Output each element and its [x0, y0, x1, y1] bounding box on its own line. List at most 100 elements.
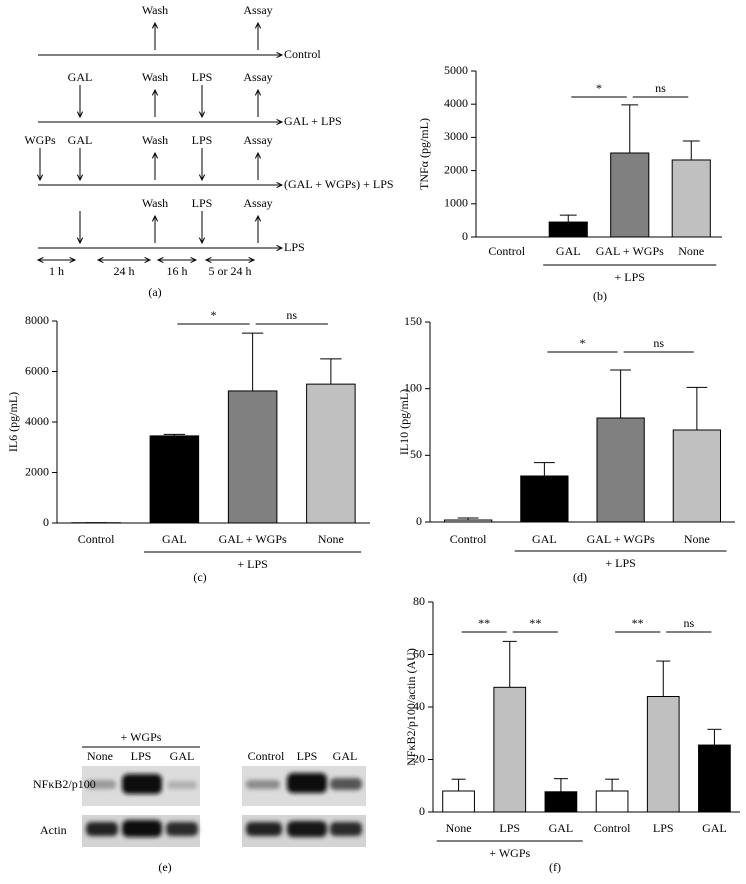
- interval-arrow-head: [190, 256, 198, 264]
- y-tick-label: 6000: [25, 363, 49, 377]
- bar: [227, 390, 278, 524]
- row-label: Actin: [40, 823, 67, 837]
- interval-arrow-head: [248, 256, 256, 264]
- group-label: + WGPs: [121, 730, 162, 744]
- x-tick-label: GAL: [532, 532, 557, 546]
- panel-label: (f): [549, 860, 561, 874]
- significance-label: ns: [655, 81, 666, 95]
- y-tick-label: 8000: [25, 313, 49, 327]
- bar: [544, 791, 578, 813]
- event-label: Assay: [243, 3, 272, 17]
- x-tick-label: GAL: [556, 244, 581, 258]
- event-label: LPS: [192, 196, 213, 210]
- event-arrow-head: [198, 111, 206, 119]
- x-tick-label: None: [318, 532, 344, 546]
- interval-arrow-head: [96, 256, 104, 264]
- y-tick-label: 1000: [444, 196, 468, 210]
- event-label: GAL: [68, 133, 93, 147]
- row-label: (GAL + WGPs) + LPS: [284, 177, 394, 191]
- interval-label: 5 or 24 h: [209, 264, 252, 278]
- event-arrow-head: [76, 237, 84, 245]
- interval-arrow-head: [144, 256, 152, 264]
- lane-label: LPS: [131, 749, 152, 763]
- x-tick-label: Control: [488, 244, 525, 258]
- significance-label: **: [529, 616, 541, 630]
- row-label: GAL + LPS: [284, 114, 342, 128]
- row-label: Control: [284, 47, 321, 61]
- lane-label: Control: [248, 749, 285, 763]
- interval-label: 16 h: [167, 264, 188, 278]
- y-axis-label: IL6 (pg/mL): [6, 392, 20, 452]
- row-label: LPS: [284, 240, 305, 254]
- panel-label: (c): [193, 570, 206, 584]
- event-label: Wash: [142, 133, 168, 147]
- x-tick-label: GAL + WGPs: [219, 532, 287, 546]
- panel-label: (d): [573, 570, 587, 584]
- event-label: Wash: [142, 196, 168, 210]
- event-label: Assay: [243, 196, 272, 210]
- y-tick-label: 2000: [25, 464, 49, 478]
- y-tick-label: 150: [404, 314, 422, 328]
- y-tick-label: 60: [413, 646, 425, 660]
- bar: [595, 790, 629, 813]
- event-arrow-head: [36, 174, 44, 182]
- significance-label: **: [478, 616, 490, 630]
- event-label: Wash: [142, 3, 168, 17]
- y-tick-label: 4000: [444, 96, 468, 110]
- x-tick-label: GAL + WGPs: [587, 532, 655, 546]
- bar: [671, 159, 711, 238]
- significance-label: *: [211, 308, 217, 322]
- timeline-head: [276, 181, 284, 189]
- x-tick-label: GAL: [702, 821, 727, 835]
- bar: [442, 790, 475, 813]
- bar: [646, 696, 680, 813]
- event-arrow-head: [76, 111, 84, 119]
- group-label: + LPS: [615, 270, 645, 284]
- interval-label: 24 h: [114, 264, 135, 278]
- y-axis-label: IL10 (pg/mL): [397, 389, 411, 455]
- y-tick-label: 80: [413, 594, 425, 608]
- y-tick-label: 5000: [444, 63, 468, 77]
- lane-label: None: [87, 749, 113, 763]
- row-label: NFκB2/p100: [33, 777, 96, 791]
- event-label: WGPs: [24, 133, 56, 147]
- significance-label: **: [632, 616, 644, 630]
- significance-label: *: [596, 81, 602, 95]
- interval-arrow-head: [36, 256, 44, 264]
- group-label: + LPS: [237, 557, 267, 571]
- interval-arrow-head: [69, 256, 77, 264]
- significance-label: ns: [683, 616, 694, 630]
- y-tick-label: 2000: [444, 162, 468, 176]
- event-arrow-head: [151, 151, 159, 159]
- x-tick-label: None: [684, 532, 710, 546]
- event-arrow-head: [254, 21, 262, 29]
- x-tick-label: LPS: [499, 821, 520, 835]
- y-tick-label: 50: [410, 447, 422, 461]
- x-tick-label: GAL + WGPs: [596, 244, 664, 258]
- y-tick-label: 0: [416, 514, 422, 528]
- bar: [548, 221, 588, 238]
- timeline-head: [276, 51, 284, 59]
- bar: [149, 435, 200, 524]
- event-arrow-head: [151, 88, 159, 96]
- timeline-head: [276, 244, 284, 252]
- x-tick-label: GAL: [549, 821, 574, 835]
- interval-arrow-head: [156, 256, 164, 264]
- event-label: Assay: [243, 133, 272, 147]
- significance-label: ns: [653, 336, 664, 350]
- lane-label: GAL: [170, 749, 195, 763]
- event-arrow-head: [254, 214, 262, 222]
- event-arrow-head: [254, 88, 262, 96]
- event-arrow-head: [198, 174, 206, 182]
- bar: [493, 686, 527, 813]
- y-tick-label: 4000: [25, 414, 49, 428]
- panel-label: (a): [148, 285, 161, 299]
- event-arrow-head: [76, 174, 84, 182]
- x-tick-label: LPS: [653, 821, 674, 835]
- event-arrow-head: [151, 214, 159, 222]
- bar: [596, 417, 645, 523]
- bar: [610, 152, 650, 238]
- y-tick-label: 0: [419, 804, 425, 818]
- event-arrow-head: [151, 21, 159, 29]
